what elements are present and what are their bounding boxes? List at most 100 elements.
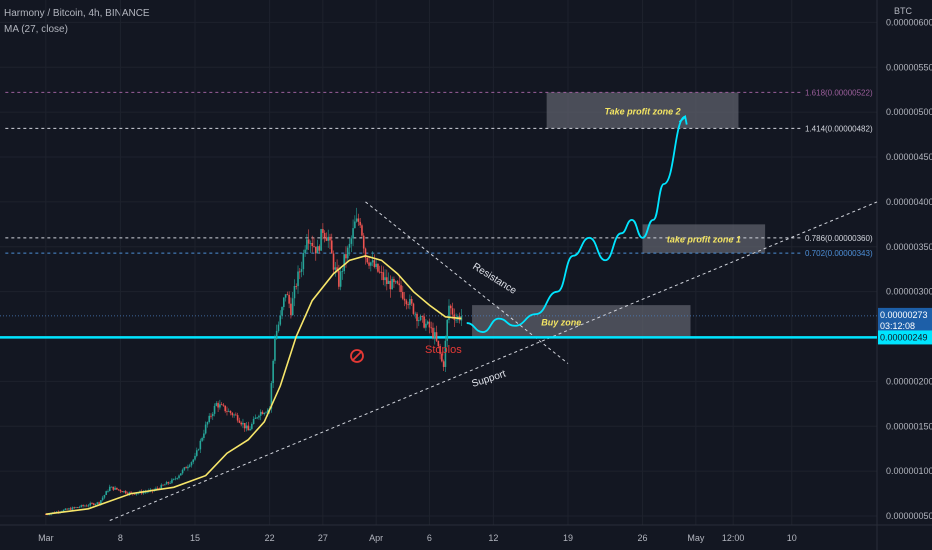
x-tick-label: 26 — [638, 533, 648, 543]
candle-body — [142, 492, 145, 494]
candle-body — [433, 332, 436, 338]
x-tick-label: Apr — [369, 533, 383, 543]
candle-body — [400, 285, 402, 293]
candle-body — [107, 490, 109, 492]
candle-body — [444, 340, 447, 367]
candle-body — [410, 298, 413, 304]
y-tick-label: 0.00000500 — [886, 107, 932, 117]
candle-body — [304, 249, 306, 254]
candle-body — [270, 383, 273, 409]
fib-level-label: 0.786(0.00000360) — [805, 234, 873, 243]
candle-body — [329, 236, 331, 241]
candle-body — [417, 320, 420, 322]
zone-label: take profit zone 1 — [667, 235, 741, 245]
candle-body — [80, 505, 83, 507]
candle-body — [82, 505, 84, 506]
candle-body — [402, 292, 404, 299]
zone-box[interactable] — [546, 92, 739, 129]
candle-body — [174, 478, 177, 480]
candle-body — [291, 298, 294, 316]
candle-body — [160, 484, 163, 489]
candle-body — [119, 489, 122, 492]
candle-body — [123, 491, 125, 493]
candle-body — [144, 491, 147, 493]
candle-body — [405, 300, 408, 305]
candle-body — [341, 271, 344, 272]
horizontal-line-value: 0.00000249 — [880, 332, 928, 342]
y-tick-label: 0.00000300 — [886, 287, 932, 297]
candle-body — [419, 316, 422, 321]
y-tick-label: 0.00000100 — [886, 466, 932, 476]
candle-body — [135, 493, 138, 495]
candle-body — [156, 488, 159, 490]
candle-body — [416, 313, 418, 322]
candle-body — [314, 246, 317, 254]
candle-body — [187, 466, 189, 469]
projection-arrowhead — [678, 114, 688, 125]
candle-body — [224, 405, 226, 412]
candle-body — [432, 327, 434, 338]
candle-body — [297, 271, 299, 287]
candle-body — [204, 424, 207, 434]
candle-body — [164, 484, 166, 486]
candle-body — [265, 412, 267, 414]
candle-body — [199, 440, 202, 450]
trendline-resistance[interactable] — [365, 201, 569, 364]
candle-body — [188, 465, 191, 467]
candle-body — [181, 469, 184, 474]
candle-body — [85, 505, 88, 507]
candle-body — [233, 414, 235, 416]
candle-body — [318, 246, 321, 251]
candle-body — [105, 491, 108, 496]
x-tick-label: Mar — [38, 533, 54, 543]
candle-body — [101, 497, 104, 501]
y-axis-currency-label: BTC — [894, 6, 913, 16]
candle-body — [256, 417, 258, 419]
x-tick-label: 15 — [190, 533, 200, 543]
candle-body — [121, 491, 123, 493]
candle-body — [96, 502, 99, 505]
candle-body — [203, 433, 205, 439]
candle-body — [167, 482, 170, 484]
zone-box[interactable] — [642, 224, 766, 254]
candle-body — [48, 514, 51, 516]
candle-body — [259, 411, 262, 416]
candle-body — [290, 303, 292, 316]
candle-body — [283, 297, 285, 308]
candle-body — [325, 237, 328, 241]
candle-body — [231, 413, 234, 416]
trendline-support[interactable] — [109, 201, 878, 521]
candle-body — [394, 281, 397, 283]
x-tick-label: 22 — [265, 533, 275, 543]
candle-body — [446, 319, 449, 341]
candle-body — [382, 272, 385, 281]
candle-body — [423, 316, 425, 328]
candle-body — [197, 449, 200, 451]
support-label: Support — [471, 368, 508, 389]
candle-body — [210, 415, 212, 417]
candle-body — [426, 321, 429, 324]
candle-body — [371, 260, 374, 263]
candle-body — [286, 294, 289, 296]
zone-box[interactable] — [472, 305, 691, 338]
candle-body — [306, 239, 308, 250]
candle-body — [437, 340, 440, 347]
candle-body — [226, 411, 228, 413]
candle-body — [338, 270, 340, 287]
indicator-label: MA (27, close) — [4, 24, 68, 35]
candle-body — [251, 423, 253, 429]
candle-body — [421, 316, 424, 317]
candle-body — [84, 505, 86, 507]
candle-body — [451, 308, 454, 315]
candle-body — [323, 232, 326, 238]
candle-body — [355, 218, 358, 222]
candle-body — [242, 422, 244, 425]
candle-body — [116, 487, 118, 490]
candle-body — [78, 506, 81, 508]
candle-body — [357, 218, 360, 222]
candle-body — [243, 422, 246, 429]
candle-body — [403, 298, 406, 301]
candle-body — [192, 459, 195, 463]
y-tick-label: 0.00000550 — [886, 62, 932, 72]
